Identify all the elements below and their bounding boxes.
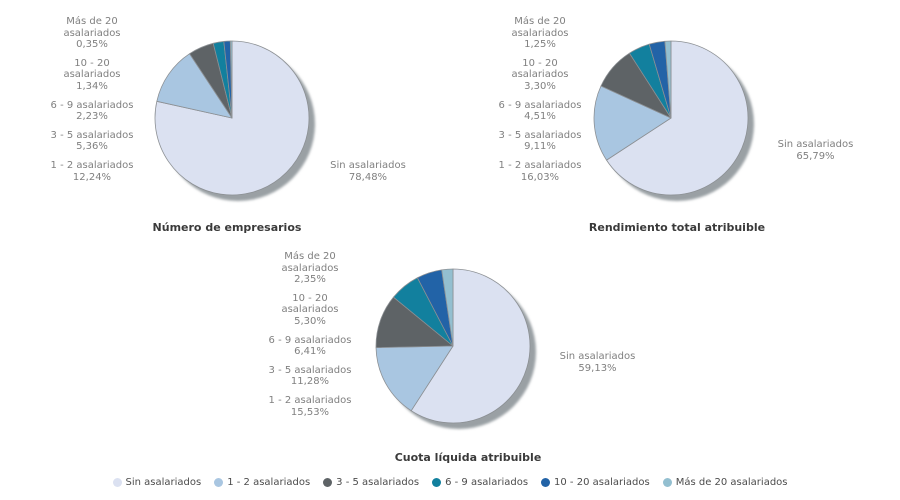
slice-label-text: Más de 20 asalariados <box>63 16 121 39</box>
pie-svg <box>593 40 754 201</box>
legend-swatch-icon <box>432 478 442 487</box>
legend-item-10-20-asalariados: 10 - 20 asalariados <box>541 477 650 488</box>
slice-percent-text: 3,30% <box>524 80 556 92</box>
slice-percent-text: 5,30% <box>294 315 326 327</box>
legend-item-sin-asalariados: Sin asalariados <box>112 477 202 488</box>
legend-label: Sin asalariados <box>125 477 202 488</box>
slice-percent-text: 15,53% <box>290 406 330 418</box>
legend-item-mas-de-20-asalariados: Más de 20 asalariados <box>662 477 788 488</box>
pie-svg <box>154 40 315 201</box>
slice-label-text: Más de 20 asalariados <box>281 251 339 274</box>
pie-slice-1-2-asalariados <box>375 345 454 412</box>
chart-title: Rendimiento total atribuible <box>588 221 766 234</box>
slice-label-sin-asalariados: Sin asalariados 78,48% <box>318 160 418 183</box>
slice-label-1-2-asalariados: 1 - 2 asalariados 15,53% <box>254 395 366 418</box>
slice-percent-text: 5,36% <box>76 141 108 153</box>
pie-slice-1-2-asalariados <box>593 85 672 161</box>
pie-svg <box>375 268 536 429</box>
slice-label-text: Sin asalariados <box>559 351 636 362</box>
slice-percent-text: 2,23% <box>76 111 108 123</box>
slice-percent-text: 59,13% <box>578 362 617 374</box>
slice-label-text: Más de 20 asalariados <box>511 16 569 39</box>
legend-label: 6 - 9 asalariados <box>445 477 529 488</box>
slice-label-right: Sin asalariados 65,79% <box>763 139 868 162</box>
slice-label-mas-de-20-asalariados: Más de 20 asalariados 1,25% <box>484 16 596 51</box>
slice-percent-text: 1,34% <box>76 80 108 92</box>
slice-percent-text: 4,51% <box>524 111 556 123</box>
pie-slice-sin-asalariados <box>410 268 531 424</box>
pie-slice-mas-de-20-asalariados <box>664 40 672 119</box>
pie-cuota-liquida-atribuible <box>373 264 543 434</box>
legend: Sin asalariados 1 - 2 asalariados 3 - 5 as… <box>0 477 900 488</box>
slice-label-mas-de-20-asalariados: Más de 20 asalariados 2,35% <box>254 251 366 286</box>
legend-label: 3 - 5 asalariados <box>336 477 420 488</box>
slice-percent-text: 78,48% <box>348 171 388 183</box>
slice-label-3-5-asalariados: 3 - 5 asalariados 9,11% <box>484 130 596 153</box>
slice-label-1-2-asalariados: 1 - 2 asalariados 12,24% <box>36 160 148 183</box>
legend-swatch-icon <box>662 478 672 487</box>
slice-label-sin-asalariados: Sin asalariados 65,79% <box>763 139 868 162</box>
pie-numero-de-empresarios <box>152 36 322 206</box>
chart-title: Cuota líquida atribuible <box>394 451 542 464</box>
slice-label-3-5-asalariados: 3 - 5 asalariados 5,36% <box>36 130 148 153</box>
legend-item-3-5-asalariados: 3 - 5 asalariados <box>323 477 419 488</box>
slice-label-text: 10 - 20 asalariados <box>511 57 569 81</box>
slice-label-3-5-asalariados: 3 - 5 asalariados 11,28% <box>254 365 366 388</box>
slice-percent-text: 9,11% <box>524 141 556 153</box>
legend-swatch-icon <box>112 478 122 487</box>
slice-label-mas-de-20-asalariados: Más de 20 asalariados 0,35% <box>36 16 148 51</box>
slice-labels-left: Más de 20 asalariados 2,35% 10 - 20 asalar… <box>254 251 366 418</box>
slice-percent-text: 0,35% <box>76 39 108 51</box>
pie-slice-mas-de-20-asalariados <box>441 268 454 347</box>
legend-item-1-2-asalariados: 1 - 2 asalariados <box>214 477 310 488</box>
slice-label-6-9-asalariados: 6 - 9 asalariados 6,41% <box>254 335 366 358</box>
slice-label-text: 10 - 20 asalariados <box>63 57 121 81</box>
slice-label-text: 3 - 5 asalariados <box>268 364 352 376</box>
slice-label-text: 6 - 9 asalariados <box>50 99 134 111</box>
slice-label-text: 6 - 9 asalariados <box>498 99 582 111</box>
slice-label-text: 3 - 5 asalariados <box>498 129 582 141</box>
pie-slice-1-2-asalariados <box>156 53 233 119</box>
legend-swatch-icon <box>323 478 333 487</box>
slice-label-right: Sin asalariados 59,13% <box>545 351 650 374</box>
slice-percent-text: 11,28% <box>290 376 330 388</box>
legend-swatch-icon <box>214 478 224 487</box>
slice-percent-text: 2,35% <box>294 274 326 286</box>
slice-label-sin-asalariados: Sin asalariados 59,13% <box>545 351 650 374</box>
slice-label-6-9-asalariados: 6 - 9 asalariados 2,23% <box>36 100 148 123</box>
legend-item-6-9-asalariados: 6 - 9 asalariados <box>432 477 528 488</box>
slice-label-10-20-asalariados: 10 - 20 asalariados 1,34% <box>36 58 148 93</box>
slice-label-10-20-asalariados: 10 - 20 asalariados 5,30% <box>254 293 366 328</box>
pie-rendimiento-total-atribuible <box>591 36 761 206</box>
slice-percent-text: 65,79% <box>796 150 835 162</box>
slice-percent-text: 16,03% <box>520 171 560 183</box>
slice-label-text: Sin asalariados <box>777 139 854 150</box>
slice-labels-left: Más de 20 asalariados 1,25% 10 - 20 asalar… <box>484 16 596 183</box>
slice-label-text: 1 - 2 asalariados <box>498 159 582 171</box>
legend-label: Más de 20 asalariados <box>675 477 788 488</box>
pie-slice-mas-de-20-asalariados <box>229 40 233 119</box>
slice-label-text: 1 - 2 asalariados <box>50 159 134 171</box>
slice-label-right: Sin asalariados 78,48% <box>318 160 418 183</box>
legend-swatch-icon <box>541 478 551 487</box>
pie-slice-sin-asalariados <box>606 40 749 196</box>
slice-label-text: 10 - 20 asalariados <box>281 292 339 316</box>
slice-label-text: 1 - 2 asalariados <box>268 394 352 406</box>
slice-label-text: Sin asalariados <box>330 160 406 171</box>
slice-label-10-20-asalariados: 10 - 20 asalariados 3,30% <box>484 58 596 93</box>
slice-percent-text: 1,25% <box>524 39 556 51</box>
legend-label: 1 - 2 asalariados <box>227 477 311 488</box>
slice-label-1-2-asalariados: 1 - 2 asalariados 16,03% <box>484 160 596 183</box>
chart-title: Número de empresarios <box>152 221 302 234</box>
slice-label-text: 6 - 9 asalariados <box>268 334 352 346</box>
slice-percent-text: 12,24% <box>72 171 112 183</box>
slice-percent-text: 6,41% <box>294 346 326 358</box>
slice-label-6-9-asalariados: 6 - 9 asalariados 4,51% <box>484 100 596 123</box>
slice-label-text: 3 - 5 asalariados <box>50 129 134 141</box>
slice-labels-left: Más de 20 asalariados 0,35% 10 - 20 asalar… <box>36 16 148 183</box>
legend-label: 10 - 20 asalariados <box>554 477 650 488</box>
